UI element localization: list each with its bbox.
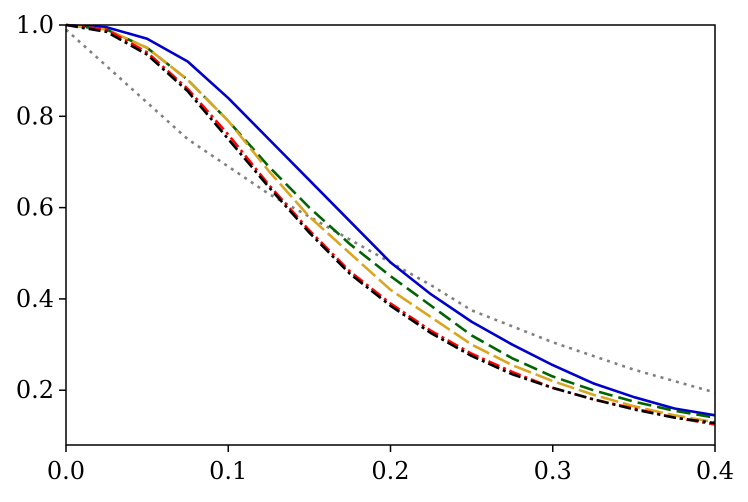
plot-frame — [65, 24, 716, 446]
y-tick-label: 0.6 — [16, 194, 54, 222]
x-tick-label: 0.4 — [696, 457, 734, 485]
x-tick-label: 0.2 — [371, 457, 409, 485]
x-tick-label: 0.3 — [534, 457, 572, 485]
series-line-2 — [65, 23, 716, 417]
y-tick-label: 0.4 — [16, 285, 54, 313]
y-tick-label: 1.0 — [16, 11, 54, 39]
series-line-3 — [65, 23, 716, 419]
series-line-6 — [65, 23, 716, 425]
ticks-layer: 0.0 0.1 0.2 0.3 0.4 0.2 0.4 0.6 0.8 1.0 — [16, 11, 734, 485]
y-tick-label: 0.8 — [16, 102, 54, 130]
series-line-1 — [65, 28, 716, 394]
series-line-4 — [65, 23, 716, 424]
series-line-5 — [65, 23, 716, 426]
series-layer — [65, 23, 716, 426]
y-tick-label: 0.2 — [16, 376, 54, 404]
x-tick-label: 0.1 — [209, 457, 247, 485]
x-tick-label: 0.0 — [47, 457, 85, 485]
